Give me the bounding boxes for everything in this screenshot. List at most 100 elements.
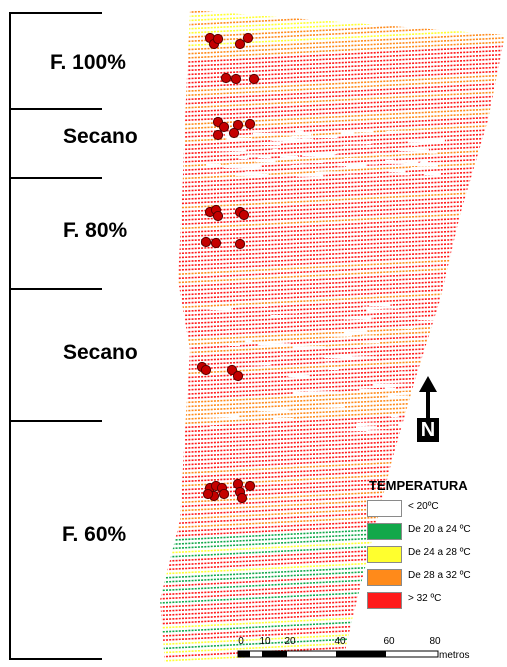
sensor-row <box>160 343 505 364</box>
cool-patch <box>387 395 408 398</box>
cool-patch <box>411 143 418 146</box>
scale-tick-label: 40 <box>334 636 346 647</box>
legend-label: > 32 ºC <box>408 593 442 604</box>
cool-patch <box>417 164 438 167</box>
cool-patch <box>255 160 276 163</box>
cool-patch <box>292 346 326 349</box>
cool-patch <box>228 152 241 155</box>
sensor-row <box>160 514 505 534</box>
sensor-row <box>160 497 505 518</box>
sensor-row <box>160 476 505 497</box>
cool-patch <box>245 363 271 366</box>
cool-patch <box>419 162 443 165</box>
cool-patch <box>280 155 299 158</box>
legend-label: De 28 a 32 ºC <box>408 570 471 581</box>
cool-patch <box>235 318 244 321</box>
sensor-row <box>160 568 505 588</box>
sensor-row <box>160 626 505 646</box>
sampling-point <box>236 492 248 504</box>
sensor-row <box>160 634 505 655</box>
sensor-row <box>160 306 505 327</box>
cool-patch <box>406 161 418 164</box>
sensor-row <box>160 32 505 53</box>
sampling-point <box>232 119 244 131</box>
sensor-row-lines <box>160 10 505 663</box>
cool-patch <box>281 311 298 314</box>
sensor-row <box>160 485 505 505</box>
cool-patch <box>300 164 333 167</box>
cool-patch <box>341 132 354 135</box>
sensor-row <box>160 381 505 401</box>
sensor-row <box>160 78 505 98</box>
cool-patch <box>202 415 239 418</box>
scale-tick-label: 60 <box>383 636 395 647</box>
sensor-row <box>160 597 505 617</box>
sampling-point <box>212 210 224 222</box>
sensor-row <box>160 165 505 186</box>
cool-patch <box>223 165 258 168</box>
sensor-row <box>160 10 505 20</box>
sensor-row <box>160 124 505 144</box>
sensor-row <box>160 223 505 244</box>
sensor-row <box>160 252 505 273</box>
sampling-point <box>234 38 246 50</box>
sensor-row <box>160 518 505 538</box>
sensor-row <box>160 177 505 198</box>
cool-patch <box>245 340 253 343</box>
sensor-row <box>160 45 505 65</box>
scale-tick-label: 20 <box>284 636 296 647</box>
sensor-row <box>160 10 505 11</box>
cool-patch <box>246 154 275 157</box>
sampling-point <box>200 364 212 376</box>
cool-patch <box>252 132 284 135</box>
sensor-row <box>160 119 505 140</box>
cool-patch <box>385 159 395 162</box>
sensor-row <box>160 360 505 381</box>
cool-patch <box>363 341 380 344</box>
sensor-row <box>160 265 505 285</box>
sensor-row <box>160 74 505 94</box>
sensor-row <box>160 580 505 601</box>
sensor-row <box>160 153 505 173</box>
sensor-row <box>160 285 505 306</box>
sensor-row <box>160 331 505 352</box>
zone-label-f80: F. 80% <box>63 219 128 242</box>
sensor-row <box>160 385 505 406</box>
cool-patch <box>428 342 436 345</box>
sensor-row <box>160 493 505 513</box>
cool-patch <box>301 154 335 157</box>
sensor-row <box>160 136 505 157</box>
sensor-row <box>160 256 505 277</box>
sensor-row <box>160 99 505 119</box>
sensor-row <box>160 157 505 177</box>
sampling-point <box>212 129 224 141</box>
sensor-row <box>160 132 505 152</box>
cool-patch <box>307 391 338 394</box>
cool-patch <box>323 355 353 358</box>
sensor-row <box>160 94 505 115</box>
sensor-row <box>160 543 505 563</box>
cool-patch <box>366 430 389 433</box>
sensor-row <box>160 588 505 609</box>
cool-patch <box>384 173 411 176</box>
cool-patch <box>235 173 269 176</box>
sensor-row <box>160 16 505 36</box>
sensor-row <box>160 638 505 659</box>
sensor-row <box>160 622 505 642</box>
cool-patch <box>322 334 353 337</box>
sensor-row <box>160 211 505 231</box>
sensor-row <box>160 327 505 347</box>
sensor-row <box>160 613 505 634</box>
sensor-row <box>160 260 505 281</box>
sampling-point <box>238 209 250 221</box>
cool-patch <box>319 159 343 162</box>
sensor-row <box>160 11 505 32</box>
cool-patch <box>343 317 372 320</box>
legend-item: > 32 ºC <box>367 592 502 609</box>
cool-patch <box>345 174 378 177</box>
cool-patch <box>374 152 392 155</box>
cool-patch <box>302 138 314 141</box>
sensor-row <box>160 244 505 264</box>
sensor-row <box>160 57 505 78</box>
